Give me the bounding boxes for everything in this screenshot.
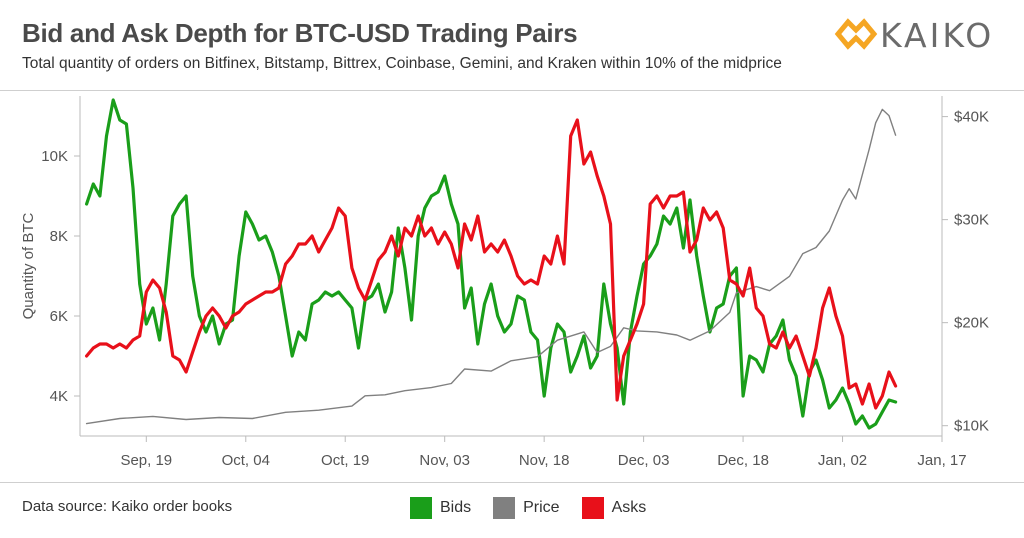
- legend-label-price: Price: [523, 499, 560, 516]
- y-left-tick-label: 10K: [41, 148, 68, 165]
- legend: Bids Price Asks: [410, 497, 646, 519]
- series-line-asks: [85, 118, 898, 410]
- y-right-tick-label: $40K: [954, 109, 989, 126]
- x-tick-label: Dec, 18: [717, 452, 769, 469]
- x-tick-label: Oct, 19: [321, 452, 369, 469]
- legend-item-bids[interactable]: Bids: [410, 497, 471, 519]
- x-tick-label: Oct, 04: [222, 452, 270, 469]
- x-tick-label: Nov, 18: [519, 452, 570, 469]
- y-left-axis-title: Quantity of BTC: [20, 212, 37, 319]
- kaiko-logo-icon: [834, 18, 878, 50]
- legend-item-asks[interactable]: Asks: [581, 497, 647, 519]
- y-right-tick-label: $30K: [954, 212, 989, 229]
- y-right-tick-label: $10K: [954, 418, 989, 435]
- x-tick-label: Dec, 03: [618, 452, 670, 469]
- footer-divider: [0, 482, 1024, 483]
- x-tick-label: Nov, 03: [419, 452, 470, 469]
- legend-item-price[interactable]: Price: [493, 497, 560, 519]
- kaiko-logo: KAIKO: [834, 14, 1014, 55]
- x-tick-label: Jan, 02: [818, 452, 867, 469]
- legend-label-bids: Bids: [440, 499, 472, 516]
- series-line-bids: [85, 98, 898, 430]
- y-left-tick-label: 8K: [50, 228, 68, 245]
- header-divider: [0, 90, 1024, 91]
- logo-text: KAIKO: [880, 16, 995, 55]
- x-tick-label: Jan, 17: [917, 452, 966, 469]
- y-left-tick-label: 6K: [50, 308, 68, 325]
- legend-swatch-price: [493, 497, 516, 519]
- y-left-tick-label: 4K: [50, 388, 68, 405]
- legend-swatch-bids: [410, 497, 432, 519]
- chart-title: Bid and Ask Depth for BTC-USD Trading Pa…: [22, 18, 578, 48]
- y-right-tick-label: $20K: [954, 315, 989, 332]
- legend-label-asks: Asks: [611, 499, 647, 516]
- legend-swatch-asks: [581, 497, 604, 519]
- chart-subtitle: Total quantity of orders on Bitfinex, Bi…: [22, 55, 782, 72]
- data-source-note: Data source: Kaiko order books: [22, 498, 233, 515]
- x-tick-label: Sep, 19: [120, 452, 172, 469]
- series-line-price: [85, 108, 897, 425]
